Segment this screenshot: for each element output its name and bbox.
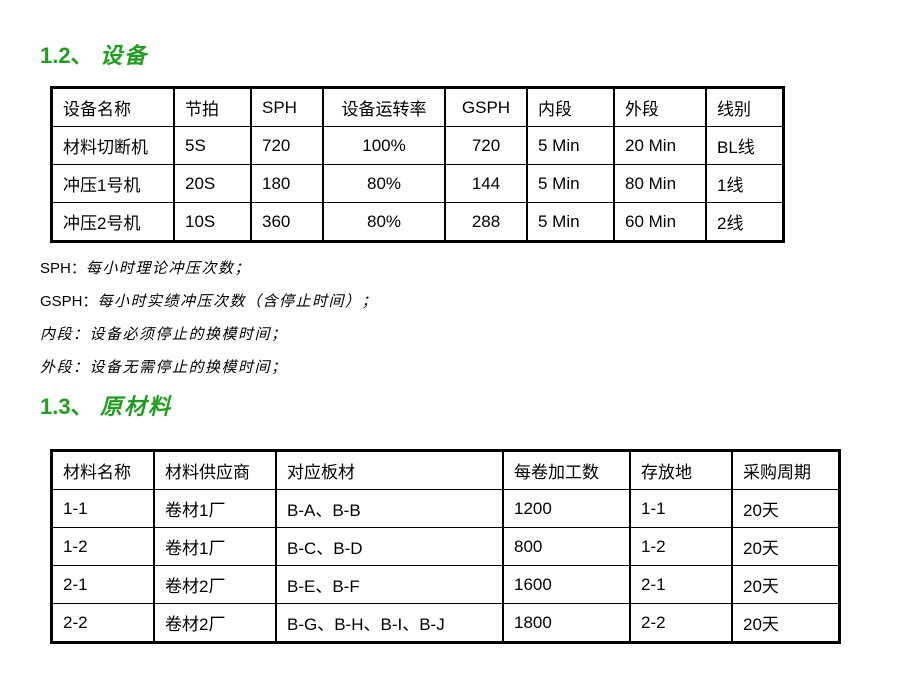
section-heading-materials: 1.3、 原材料 [40,389,880,421]
table-cell: BL线 [706,127,784,165]
table-row: 2-1卷材2厂B-E、B-F16002-120天 [52,566,840,604]
table-cell: 卷材2厂 [154,566,276,604]
table-header-cell: GSPH [445,88,527,127]
section-title: 设备 [100,43,148,68]
table-cell: 冲压1号机 [52,165,175,203]
table-cell: 5S [174,127,251,165]
table-row: 2-2卷材2厂B-G、B-H、B-I、B-J18002-220天 [52,604,840,643]
table-cell: 2-1 [630,566,732,604]
table-cell: 材料切断机 [52,127,175,165]
table-cell: 1600 [503,566,630,604]
table-row: 材料切断机5S720100%7205 Min20 MinBL线 [52,127,784,165]
definition-text: 内段：设备必须停止的换模时间； [40,327,288,343]
table-cell: 卷材1厂 [154,490,276,528]
table-cell: 20天 [732,566,840,604]
definition-line: GSPH：每小时实绩冲压次数（含停止时间）； [40,290,880,311]
table-cell: 360 [251,203,323,242]
table-cell: 180 [251,165,323,203]
table-cell: B-A、B-B [276,490,503,528]
table-cell: 1-1 [52,490,155,528]
table-cell: 1-2 [630,528,732,566]
table-cell: B-C、B-D [276,528,503,566]
table-row: 冲压2号机10S36080%2885 Min60 Min2线 [52,203,784,242]
table-header-cell: 外段 [614,88,706,127]
table-cell: B-G、B-H、B-I、B-J [276,604,503,643]
table-cell: 冲压2号机 [52,203,175,242]
table-cell: 5 Min [527,203,614,242]
table-header-cell: 每卷加工数 [503,451,630,490]
table-cell: 1-1 [630,490,732,528]
table-cell: 20S [174,165,251,203]
table-cell: 卷材1厂 [154,528,276,566]
table-cell: 2-2 [52,604,155,643]
table-cell: 20 Min [614,127,706,165]
definition-text: 每小时理论冲压次数； [86,261,251,277]
definition-label: GSPH： [40,293,98,310]
section-heading-equipment: 1.2、 设备 [40,38,880,70]
materials-table: 材料名称材料供应商对应板材每卷加工数存放地采购周期1-1卷材1厂B-A、B-B1… [50,449,841,644]
table-cell: 60 Min [614,203,706,242]
definition-line: SPH：每小时理论冲压次数； [40,257,880,278]
definition-line: 内段：设备必须停止的换模时间； [40,323,880,344]
table-cell: 1200 [503,490,630,528]
table-cell: 2-1 [52,566,155,604]
definition-line: 外段：设备无需停止的换模时间； [40,356,880,377]
table-header-cell: 线别 [706,88,784,127]
table-cell: 10S [174,203,251,242]
table-header-cell: 采购周期 [732,451,840,490]
table-header-row: 材料名称材料供应商对应板材每卷加工数存放地采购周期 [52,451,840,490]
table-cell: 1线 [706,165,784,203]
table-cell: 800 [503,528,630,566]
definition-text: 外段：设备无需停止的换模时间； [40,360,288,376]
table-cell: 卷材2厂 [154,604,276,643]
table-header-cell: 设备名称 [52,88,175,127]
table-header-cell: 节拍 [174,88,251,127]
table-cell: 288 [445,203,527,242]
table-cell: 80% [323,203,445,242]
table-cell: 2-2 [630,604,732,643]
table-cell: 5 Min [527,127,614,165]
table-header-cell: 设备运转率 [323,88,445,127]
definition-text: 每小时实绩冲压次数（含停止时间）； [98,294,379,310]
table-cell: 1800 [503,604,630,643]
table-row: 1-2卷材1厂B-C、B-D 8001-220天 [52,528,840,566]
table-row: 1-1卷材1厂B-A、B-B12001-120天 [52,490,840,528]
table-cell: B-E、B-F [276,566,503,604]
table-header-row: 设备名称节拍SPH设备运转率GSPH内段外段线别 [52,88,784,127]
section-number: 1.3、 [40,394,93,419]
section-number: 1.2、 [40,43,93,68]
table-header-cell: 内段 [527,88,614,127]
table-cell: 20天 [732,490,840,528]
table-cell: 100% [323,127,445,165]
table-header-cell: 存放地 [630,451,732,490]
table-cell: 1-2 [52,528,155,566]
table-cell: 20天 [732,604,840,643]
table-cell: 80 Min [614,165,706,203]
table-cell: 720 [445,127,527,165]
table-cell: 20天 [732,528,840,566]
table-header-cell: 材料名称 [52,451,155,490]
table-row: 冲压1号机20S18080%1445 Min80 Min1线 [52,165,784,203]
table-header-cell: 对应板材 [276,451,503,490]
table-header-cell: 材料供应商 [154,451,276,490]
table-cell: 2线 [706,203,784,242]
section-title: 原材料 [100,394,172,419]
definition-label: SPH： [40,260,86,277]
table-cell: 5 Min [527,165,614,203]
table-cell: 80% [323,165,445,203]
table-header-cell: SPH [251,88,323,127]
equipment-table: 设备名称节拍SPH设备运转率GSPH内段外段线别材料切断机5S720100%72… [50,86,785,243]
table-cell: 720 [251,127,323,165]
table-cell: 144 [445,165,527,203]
